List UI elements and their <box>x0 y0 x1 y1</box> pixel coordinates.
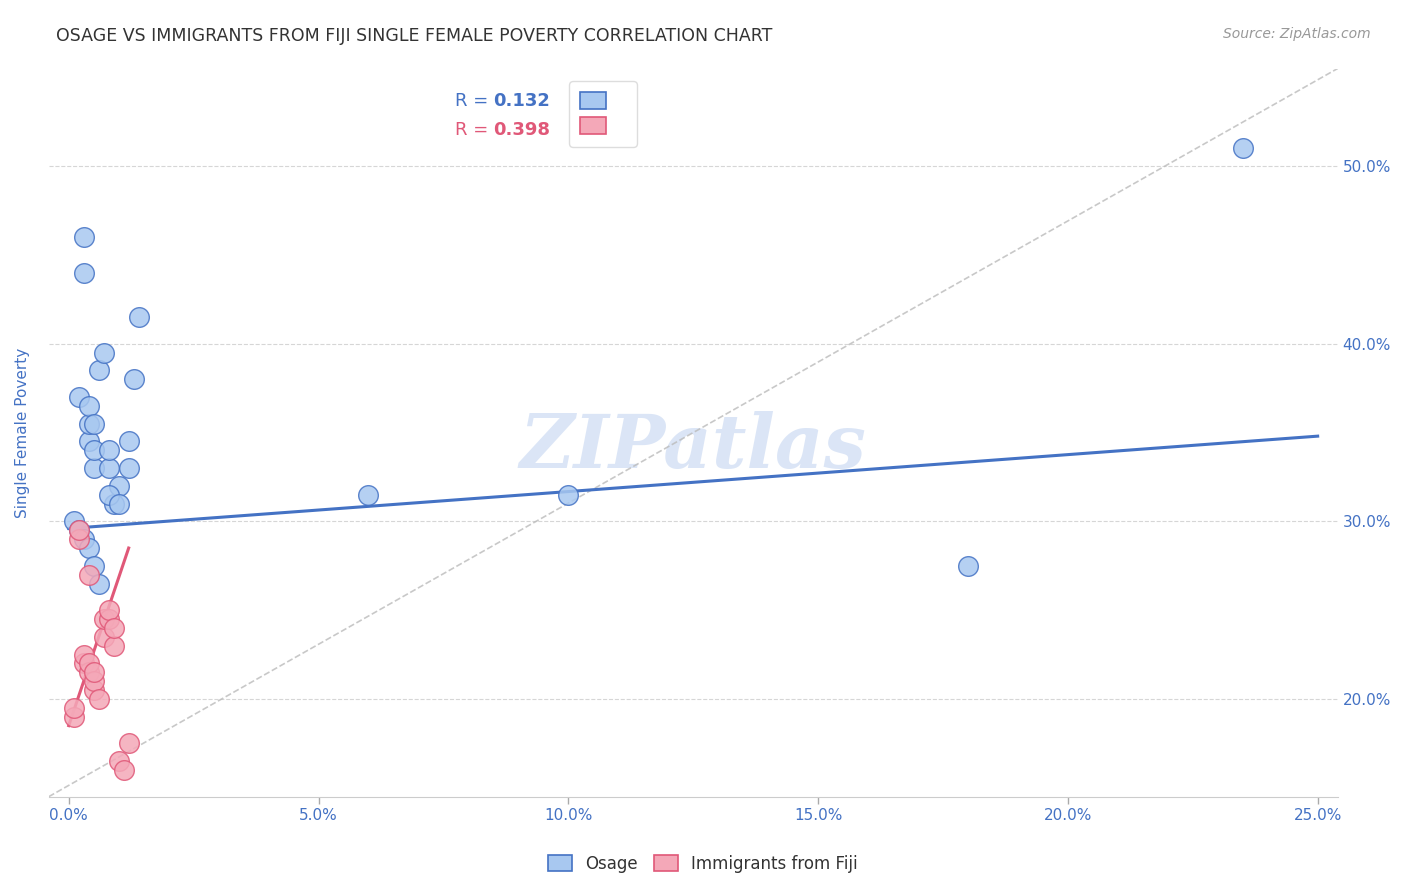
Point <box>83 461 105 475</box>
Point <box>107 754 129 768</box>
Point <box>956 558 979 573</box>
Point <box>107 497 129 511</box>
Point <box>97 461 120 475</box>
Point <box>77 567 100 582</box>
Text: 0.398: 0.398 <box>494 121 550 139</box>
Point <box>1232 141 1254 155</box>
Point <box>73 648 96 662</box>
Point <box>103 497 125 511</box>
Point <box>73 532 96 546</box>
Point <box>73 230 96 244</box>
Point <box>87 692 110 706</box>
Legend: Osage, Immigrants from Fiji: Osage, Immigrants from Fiji <box>541 848 865 880</box>
Text: R =: R = <box>454 92 494 111</box>
Point <box>103 639 125 653</box>
Text: R =: R = <box>454 121 494 139</box>
Point <box>77 541 100 555</box>
Text: 22: 22 <box>603 121 628 139</box>
Point <box>87 576 110 591</box>
Point <box>103 621 125 635</box>
Text: N =: N = <box>558 121 609 139</box>
Point <box>73 657 96 671</box>
Point <box>118 736 141 750</box>
Point <box>83 443 105 458</box>
Point <box>97 612 120 626</box>
Point <box>97 603 120 617</box>
Point <box>77 657 100 671</box>
Point <box>93 345 115 359</box>
Point <box>77 665 100 680</box>
Point <box>107 479 129 493</box>
Point <box>62 710 84 724</box>
Point <box>93 612 115 626</box>
Point <box>67 532 90 546</box>
Text: OSAGE VS IMMIGRANTS FROM FIJI SINGLE FEMALE POVERTY CORRELATION CHART: OSAGE VS IMMIGRANTS FROM FIJI SINGLE FEM… <box>56 27 773 45</box>
Text: Source: ZipAtlas.com: Source: ZipAtlas.com <box>1223 27 1371 41</box>
Point <box>97 443 120 458</box>
Point <box>77 417 100 431</box>
Point <box>67 523 90 537</box>
Point <box>62 701 84 715</box>
Point <box>67 390 90 404</box>
Point <box>122 372 145 386</box>
Point <box>73 266 96 280</box>
Text: ZIPatlas: ZIPatlas <box>520 411 866 483</box>
Legend:  ,  : , <box>569 81 637 147</box>
Point <box>77 399 100 413</box>
Point <box>83 417 105 431</box>
Point <box>83 558 105 573</box>
Point <box>67 523 90 537</box>
Point <box>87 363 110 377</box>
Text: 31: 31 <box>603 92 628 111</box>
Y-axis label: Single Female Poverty: Single Female Poverty <box>15 348 30 517</box>
Point <box>62 515 84 529</box>
Point <box>112 763 135 777</box>
Point <box>83 683 105 698</box>
Text: 0.132: 0.132 <box>494 92 550 111</box>
Point <box>118 434 141 449</box>
Point <box>83 674 105 689</box>
Point <box>118 461 141 475</box>
Point <box>128 310 150 325</box>
Text: N =: N = <box>558 92 609 111</box>
Point <box>77 434 100 449</box>
Point <box>83 665 105 680</box>
Point <box>93 630 115 644</box>
Point <box>97 488 120 502</box>
Point <box>557 488 579 502</box>
Point <box>357 488 380 502</box>
